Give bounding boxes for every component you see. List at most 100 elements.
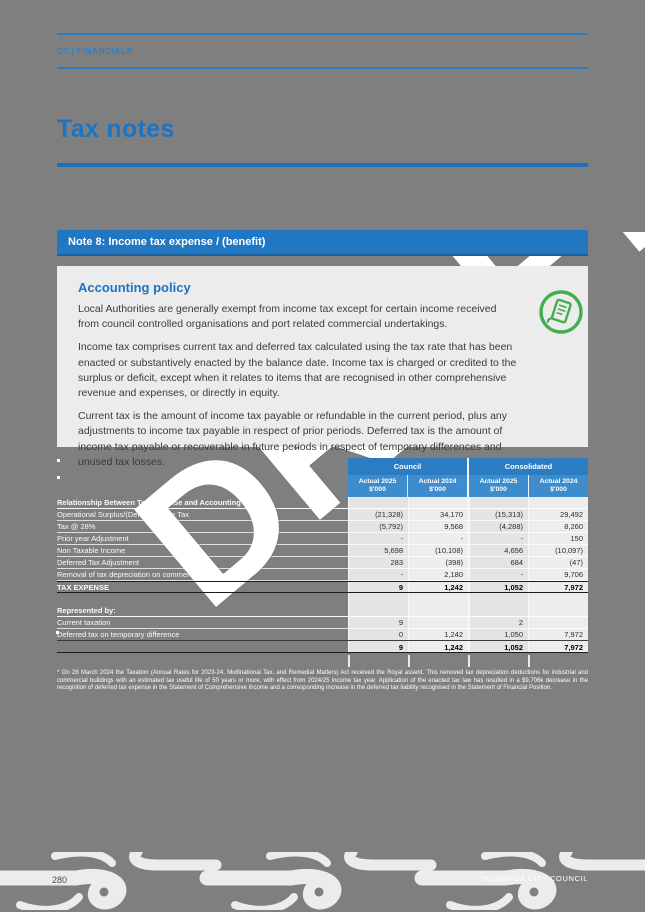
row-value: 1,052 (504, 642, 523, 652)
column-header: Actual 2024 $'000 (529, 475, 588, 497)
page-title: Tax notes (57, 115, 175, 143)
policy-paragraph: Income tax comprises current tax and def… (78, 341, 517, 400)
policy-paragraph: Local Authorities are generally exempt f… (78, 303, 497, 331)
column-unit: $'000 (490, 486, 507, 493)
table-row: Represented by: (57, 605, 588, 617)
row-value: (47) (569, 558, 583, 567)
row-label: Relationship Between Tax Expense and Acc… (57, 498, 263, 507)
title-rule (57, 163, 588, 167)
row-value: 8,260 (564, 522, 583, 531)
table-row: Operational Surplus/(Deficit) Before Tax… (57, 509, 588, 521)
row-label: TAX EXPENSE (57, 582, 109, 592)
top-rule (57, 33, 588, 35)
row-label: Removal of tax depreciation on commercia… (57, 570, 236, 579)
table-row: Relationship Between Tax Expense and Acc… (57, 497, 588, 509)
table-row: Prior year Adjustment - - - 150 (57, 533, 588, 545)
row-value: (21,328) (375, 510, 403, 519)
row-label: Deferred tax on temporary difference (57, 630, 180, 639)
row-value: 150 (570, 534, 583, 543)
note-header-label: Note 8: Income tax expense / (benefit) (68, 236, 266, 248)
row-value: - (400, 534, 404, 543)
row-value: 5,698 (384, 546, 403, 555)
policy-paragraph: Current tax is the amount of income tax … (78, 410, 507, 468)
row-value: 2 (518, 618, 523, 627)
row-value: (5,792) (379, 522, 403, 531)
row-value: 4,656 (504, 546, 523, 555)
column-header: Actual 2025 $'000 (469, 475, 528, 497)
row-value: 1,242 (444, 630, 463, 639)
row-value: 34,170 (440, 510, 463, 519)
row-value: 684 (510, 558, 523, 567)
footnote-asterisk-mark (56, 631, 59, 634)
row-value: 7,972 (564, 642, 583, 652)
grand-total-bottom-rule (57, 652, 588, 653)
table-row: Tax @ 28% (5,792) 9,568 (4,288) 8,260 (57, 521, 588, 533)
column-label: Actual 2024 (539, 478, 578, 485)
group-header-council: Council (348, 458, 467, 475)
row-value: (15,313) (495, 510, 523, 519)
row-value: (10,097) (555, 546, 583, 555)
row-value: 9 (398, 582, 403, 592)
row-label: Non Taxable Income (57, 546, 126, 555)
row-label: Prior year Adjustment (57, 534, 129, 543)
row-value: 7,972 (564, 630, 583, 639)
tax-expense-top-rule (57, 581, 588, 582)
eyebrow-rule (57, 67, 588, 69)
column-label: Actual 2024 (418, 478, 457, 485)
receipt-calculator-icon (539, 290, 583, 334)
row-value: 283 (390, 558, 403, 567)
row-value: - (520, 534, 524, 543)
tax-expense-bottom-rule (57, 592, 588, 593)
column-header: Actual 2024 $'000 (408, 475, 467, 497)
table-row: Deferred Tax Adjustment 283 (398) 684 (47) (57, 557, 588, 569)
column-gap-stub (408, 655, 410, 667)
page-number: 280 (52, 875, 68, 885)
row-label: Represented by: (57, 606, 116, 615)
table-footnote: * On 28 March 2024 the Taxation (Annual … (57, 670, 588, 692)
row-value: 9 (398, 642, 403, 652)
row-label: Tax @ 28% (57, 522, 96, 531)
column-label: Actual 2025 (479, 478, 518, 485)
row-label: Current taxation (57, 618, 111, 627)
row-value: 9 (398, 618, 403, 627)
table-row: Removal of tax depreciation on commercia… (57, 569, 588, 581)
row-value: 1,242 (444, 582, 463, 592)
row-value: (10,108) (435, 546, 463, 555)
table-row: Non Taxable Income 5,698 (10,108) 4,656 (10,… (57, 545, 588, 557)
column-unit: $'000 (369, 486, 386, 493)
column-unit: $'000 (550, 486, 567, 493)
row-value: 9,706 (564, 570, 583, 579)
row-value: - (520, 570, 524, 579)
note-header-bar: Note 8: Income tax expense / (benefit) (57, 230, 588, 256)
row-value: - (400, 570, 404, 579)
row-value: (398) (445, 558, 463, 567)
row-value: 9,568 (444, 522, 463, 531)
row-value: 1,242 (444, 642, 463, 652)
row-value: 0 (398, 630, 403, 639)
row-value: 7,972 (564, 582, 583, 592)
row-value: 29,492 (560, 510, 583, 519)
grand-total-top-rule (57, 640, 588, 641)
table-row: TAX EXPENSE 9 1,242 1,052 7,972 (57, 581, 588, 593)
column-gap-stub (468, 655, 470, 667)
bullet-mark (57, 476, 60, 479)
group-header-consolidated: Consolidated (469, 458, 588, 475)
table-row: 9 1,242 1,052 7,972 (57, 641, 588, 653)
policy-heading: Accounting policy (78, 280, 191, 295)
group-label: Consolidated (504, 462, 553, 471)
row-value: 1,052 (504, 582, 523, 592)
footer-council-name: TAURANGA CITY COUNCIL (479, 874, 588, 883)
group-label: Council (393, 462, 422, 471)
section-eyebrow: C7 | FINANCIALS (57, 46, 133, 56)
column-gap-stub (528, 655, 530, 667)
table-row: Current taxation 9 2 (57, 617, 588, 629)
row-value: 1,050 (504, 630, 523, 639)
row-value: 2,180 (444, 570, 463, 579)
row-value: (4,288) (499, 522, 523, 531)
column-gap-stub (348, 655, 350, 667)
row-value: - (460, 534, 464, 543)
bullet-mark (57, 459, 60, 462)
column-unit: $'000 (429, 486, 446, 493)
row-label: Operational Surplus/(Deficit) Before Tax (57, 510, 190, 519)
row-label: Deferred Tax Adjustment (57, 558, 139, 567)
